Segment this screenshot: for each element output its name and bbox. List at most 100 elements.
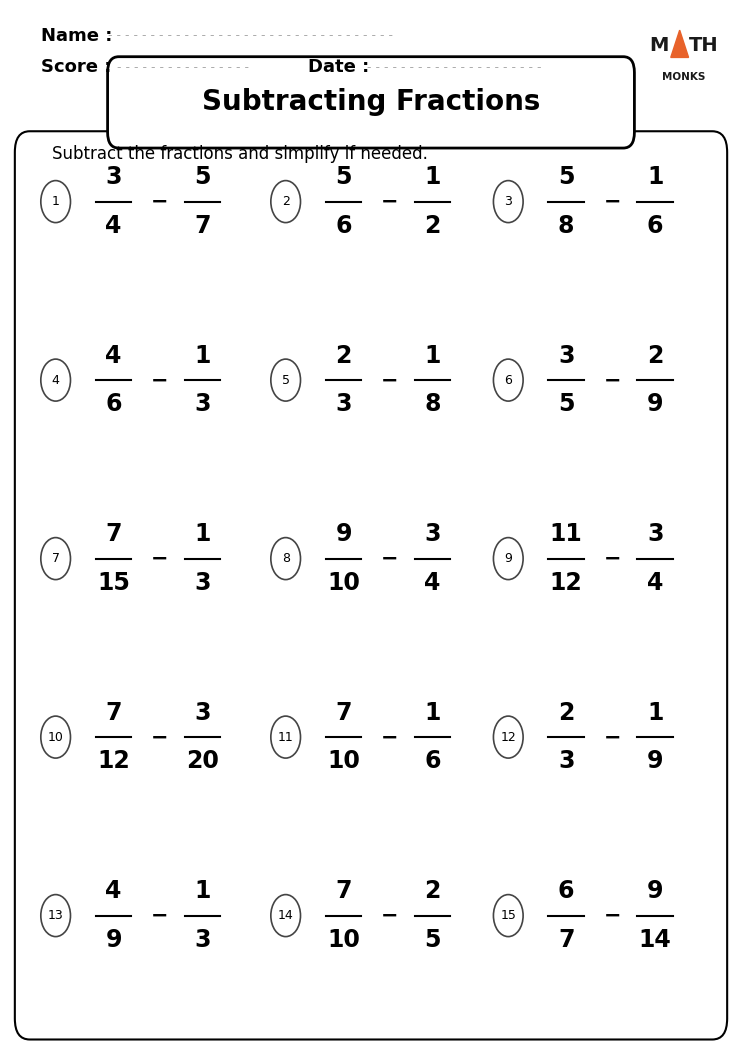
Text: 4: 4 xyxy=(424,571,441,594)
Text: 1: 1 xyxy=(424,701,441,724)
Text: 4: 4 xyxy=(647,571,663,594)
Text: −: − xyxy=(151,905,168,926)
Text: −: − xyxy=(381,370,398,391)
Text: 12: 12 xyxy=(500,731,516,743)
Text: 1: 1 xyxy=(424,166,441,189)
Text: 1: 1 xyxy=(194,880,211,903)
Text: 8: 8 xyxy=(424,393,441,416)
Text: −: − xyxy=(603,548,621,569)
Text: −: − xyxy=(151,370,168,391)
Text: 13: 13 xyxy=(47,909,64,922)
Text: M: M xyxy=(649,36,669,55)
Text: −: − xyxy=(151,191,168,212)
Text: Subtract the fractions and simplify if needed.: Subtract the fractions and simplify if n… xyxy=(52,145,428,164)
Text: 4: 4 xyxy=(105,344,122,368)
Text: 3: 3 xyxy=(105,166,122,189)
Circle shape xyxy=(41,538,70,580)
Text: 1: 1 xyxy=(194,344,211,368)
Circle shape xyxy=(493,895,523,937)
Text: 3: 3 xyxy=(558,750,574,773)
Text: 7: 7 xyxy=(558,928,574,951)
Text: 6: 6 xyxy=(335,214,352,237)
Text: 1: 1 xyxy=(194,523,211,546)
Circle shape xyxy=(271,895,301,937)
Text: 3: 3 xyxy=(505,195,512,208)
Text: 2: 2 xyxy=(424,214,441,237)
Polygon shape xyxy=(671,30,689,58)
Text: −: − xyxy=(381,548,398,569)
Text: 3: 3 xyxy=(194,928,211,951)
Text: −: − xyxy=(151,548,168,569)
Text: 1: 1 xyxy=(52,195,59,208)
Text: 6: 6 xyxy=(505,374,512,386)
Text: 8: 8 xyxy=(282,552,289,565)
Text: 14: 14 xyxy=(639,928,672,951)
Text: −: − xyxy=(603,727,621,748)
Text: 7: 7 xyxy=(105,523,122,546)
Text: 5: 5 xyxy=(282,374,289,386)
Text: Score :: Score : xyxy=(41,58,111,77)
Text: Name :: Name : xyxy=(41,26,112,45)
Circle shape xyxy=(271,716,301,758)
Text: 3: 3 xyxy=(647,523,663,546)
Text: - - - - - - - - - - - - - - - -: - - - - - - - - - - - - - - - - xyxy=(117,61,253,74)
Text: 7: 7 xyxy=(105,701,122,724)
Circle shape xyxy=(41,895,70,937)
Text: −: − xyxy=(381,905,398,926)
Text: 7: 7 xyxy=(194,214,211,237)
Circle shape xyxy=(41,181,70,223)
Text: 2: 2 xyxy=(335,344,352,368)
Text: - - - - - - - - - - - - - - - - - - - - - - - - - - - - - - - - - -: - - - - - - - - - - - - - - - - - - - - … xyxy=(108,29,396,42)
Text: 4: 4 xyxy=(105,214,122,237)
Text: 6: 6 xyxy=(647,214,663,237)
Text: 9: 9 xyxy=(647,393,663,416)
Text: TH: TH xyxy=(689,36,719,55)
Circle shape xyxy=(493,181,523,223)
Text: −: − xyxy=(603,191,621,212)
Text: 5: 5 xyxy=(558,393,574,416)
Text: 11: 11 xyxy=(550,523,582,546)
Text: 5: 5 xyxy=(335,166,352,189)
Text: 9: 9 xyxy=(647,880,663,903)
Circle shape xyxy=(493,359,523,401)
Text: 9: 9 xyxy=(505,552,512,565)
Circle shape xyxy=(41,716,70,758)
Text: 2: 2 xyxy=(282,195,289,208)
Text: 5: 5 xyxy=(424,928,441,951)
Text: 10: 10 xyxy=(47,731,64,743)
Text: 10: 10 xyxy=(327,571,360,594)
Text: 6: 6 xyxy=(424,750,441,773)
Text: 2: 2 xyxy=(558,701,574,724)
Text: 11: 11 xyxy=(278,731,294,743)
Text: - - - - - - - - - - - - - - - - - - - - -: - - - - - - - - - - - - - - - - - - - - … xyxy=(367,61,546,74)
Text: 6: 6 xyxy=(558,880,574,903)
Text: Subtracting Fractions: Subtracting Fractions xyxy=(202,88,540,116)
Circle shape xyxy=(271,181,301,223)
Text: −: − xyxy=(603,905,621,926)
Text: 15: 15 xyxy=(500,909,516,922)
Text: 5: 5 xyxy=(558,166,574,189)
Text: 10: 10 xyxy=(327,928,360,951)
Text: 1: 1 xyxy=(424,344,441,368)
Text: 3: 3 xyxy=(194,701,211,724)
Text: 1: 1 xyxy=(647,701,663,724)
Text: 4: 4 xyxy=(105,880,122,903)
Text: −: − xyxy=(151,727,168,748)
Text: Date :: Date : xyxy=(308,58,370,77)
Text: 3: 3 xyxy=(194,393,211,416)
Text: 9: 9 xyxy=(335,523,352,546)
Text: 3: 3 xyxy=(194,571,211,594)
Text: −: − xyxy=(603,370,621,391)
Circle shape xyxy=(271,538,301,580)
Text: 8: 8 xyxy=(558,214,574,237)
Circle shape xyxy=(493,538,523,580)
Text: 7: 7 xyxy=(335,701,352,724)
Text: 4: 4 xyxy=(52,374,59,386)
Circle shape xyxy=(271,359,301,401)
FancyBboxPatch shape xyxy=(15,131,727,1040)
Text: 2: 2 xyxy=(647,344,663,368)
Text: 10: 10 xyxy=(327,750,360,773)
Text: 5: 5 xyxy=(194,166,211,189)
Circle shape xyxy=(41,359,70,401)
Text: MONKS: MONKS xyxy=(663,71,706,82)
